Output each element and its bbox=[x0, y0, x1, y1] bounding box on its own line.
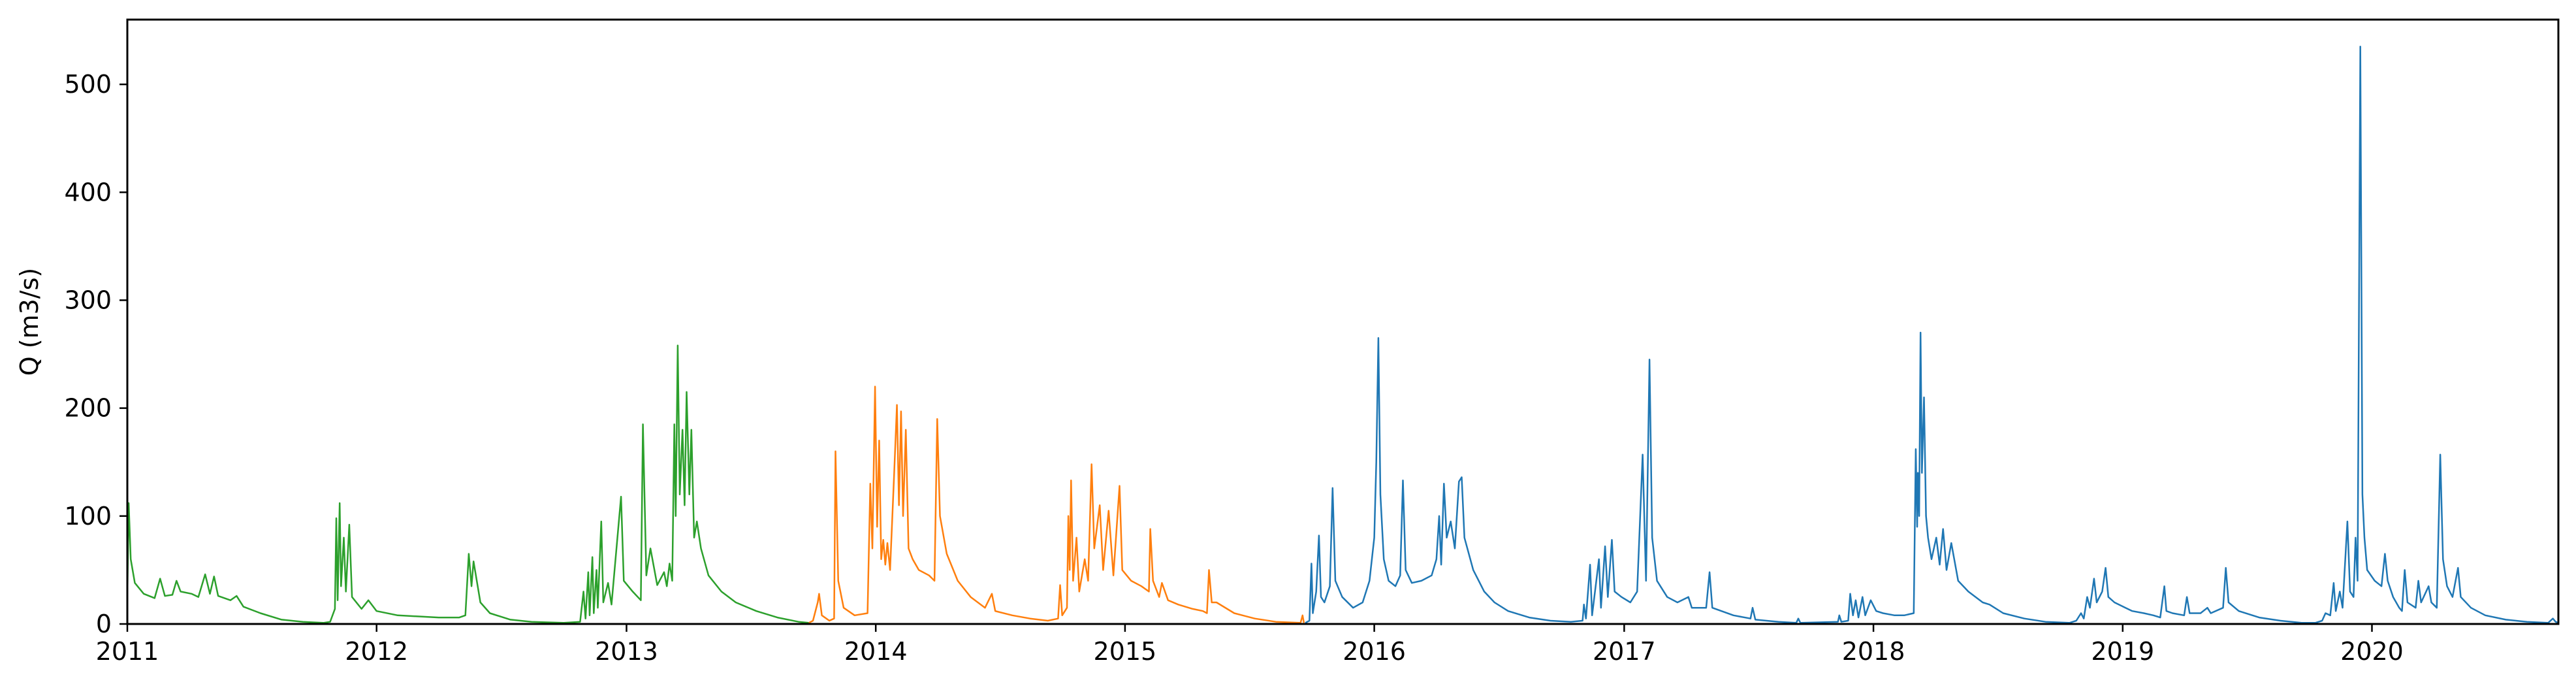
x-axis: 2011 2012 2013 2014 2015 2016 2017 2018 2019 2020 bbox=[96, 624, 2404, 666]
x-tick-label-2012: 2012 bbox=[345, 637, 408, 666]
x-tick-label-2013: 2013 bbox=[595, 637, 658, 666]
x-tick-label-2019: 2019 bbox=[2091, 637, 2154, 666]
y-axis: 0 100 200 300 400 500 bbox=[64, 70, 127, 638]
y-tick-label-500: 500 bbox=[64, 70, 112, 99]
x-tick-label-2016: 2016 bbox=[1343, 637, 1406, 666]
plot-frame bbox=[126, 18, 2560, 625]
x-tick-label-2020: 2020 bbox=[2340, 637, 2404, 666]
y-axis-label: Q (m3/s) bbox=[15, 268, 44, 376]
y-tick-label-300: 300 bbox=[64, 286, 112, 314]
series-layer bbox=[126, 46, 2559, 624]
discharge-series-3 bbox=[1305, 46, 2559, 624]
y-tick-label-0: 0 bbox=[96, 610, 112, 638]
x-tick-label-2018: 2018 bbox=[1842, 637, 1905, 666]
x-tick-label-2014: 2014 bbox=[844, 637, 908, 666]
y-tick-label-400: 400 bbox=[64, 178, 112, 206]
x-tick-label-2017: 2017 bbox=[1593, 637, 1656, 666]
x-tick-label-2011: 2011 bbox=[96, 637, 159, 666]
y-tick-label-100: 100 bbox=[64, 502, 112, 531]
discharge-series-1 bbox=[126, 344, 809, 624]
y-tick-label-200: 200 bbox=[64, 394, 112, 423]
discharge-series-2 bbox=[808, 385, 1305, 624]
x-tick-label-2015: 2015 bbox=[1094, 637, 1157, 666]
